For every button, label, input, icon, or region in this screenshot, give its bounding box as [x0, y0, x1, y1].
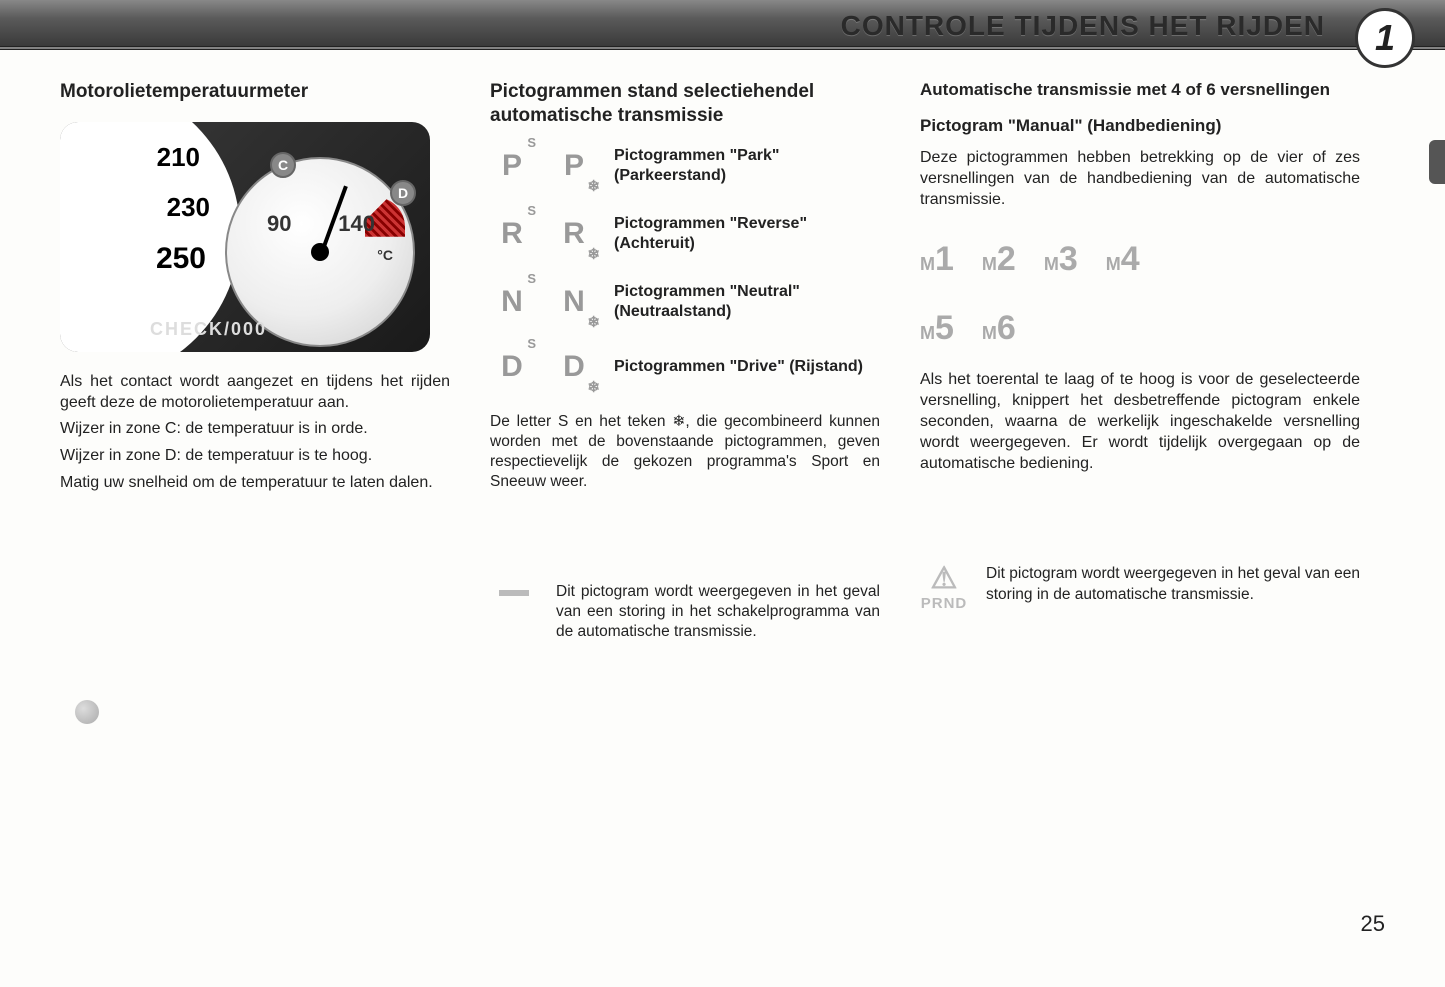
oil-temp-title: Motorolietemperatuurmeter [60, 80, 450, 104]
sport-snow-note: De letter S en het teken ❄, die gecombin… [490, 412, 880, 493]
gear-label: M3 [1044, 240, 1078, 279]
oil-temp-gauge: 210 230 250 90 140 °C C D CHECK/000 [60, 122, 430, 352]
page-content: Motorolietemperatuurmeter 210 230 250 90… [0, 50, 1445, 662]
column-manual-gears: Automatische transmissie met 4 of 6 vers… [920, 80, 1360, 642]
side-tab [1429, 140, 1445, 184]
picto-letter: SD [490, 350, 534, 384]
picto-letter: P❄ [552, 149, 596, 183]
gauge-num: 250 [156, 242, 206, 276]
oil-temp-para: Wijzer in zone D: de temperatuur is te h… [60, 446, 450, 467]
pictogram-row: SN N❄ Pictogrammen "Neutral"(Neutraalstand… [490, 282, 880, 322]
binder-hole-icon [75, 700, 99, 724]
auto-trans-title: Automatische transmissie met 4 of 6 vers… [920, 80, 1360, 100]
gauge-center [311, 243, 329, 261]
pictogram-row: SR R❄ Pictogrammen "Reverse"(Achteruit) [490, 214, 880, 254]
picto-letter: SP [490, 149, 534, 183]
gears-row: M5 M6 [920, 309, 1360, 348]
gear-label: M6 [982, 309, 1016, 348]
pictogram-row: SP P❄ Pictogrammen "Park"(Parkeerstand) [490, 146, 880, 186]
header-title: CONTROLE TIJDENS HET RIJDEN [841, 10, 1325, 42]
picto-desc: Pictogrammen "Reverse"(Achteruit) [614, 214, 807, 254]
oil-temp-para: Matig uw snelheid om de temperatuur te l… [60, 473, 450, 494]
gear-label: M4 [1106, 240, 1140, 279]
gear-label: M1 [920, 240, 954, 279]
column-selector-pictograms: Pictogrammen stand selectiehendel automa… [490, 80, 880, 642]
sport-suffix: S [527, 336, 536, 351]
rpm-note: Als het toerental te laag of te hoog is … [920, 370, 1360, 474]
snow-suffix-icon: ❄ [587, 245, 600, 263]
picto-letter: D❄ [552, 350, 596, 384]
gauge-num: 230 [167, 192, 210, 223]
sport-suffix: S [527, 271, 536, 286]
gauge-num: 90 [267, 211, 291, 237]
picto-desc: Pictogrammen "Park"(Parkeerstand) [614, 146, 779, 186]
gears-row: M1 M2 M3 M4 [920, 240, 1360, 279]
snow-suffix-icon: ❄ [587, 378, 600, 396]
gauge-num: 140 [338, 211, 375, 237]
manual-pictogram-title: Pictogram "Manual" (Handbediening) [920, 116, 1360, 136]
fault-note-text: Dit pictogram wordt weergegeven in het g… [556, 582, 880, 642]
picto-letter: SR [490, 217, 534, 251]
picto-desc: Pictogrammen "Drive" (Rijstand) [614, 357, 863, 377]
check-label: CHECK/000 [150, 319, 267, 340]
selector-title: Pictogrammen stand selectiehendel automa… [490, 80, 880, 128]
zone-c-icon: C [270, 152, 296, 178]
snow-suffix-icon: ❄ [587, 177, 600, 195]
warning-prnd-icon: ⚠ PRND [920, 564, 968, 614]
pictogram-row: SD D❄ Pictogrammen "Drive" (Rijstand) [490, 350, 880, 384]
column-oil-temp: Motorolietemperatuurmeter 210 230 250 90… [60, 80, 450, 642]
oil-temp-para: Wijzer in zone C: de temperatuur is in o… [60, 419, 450, 440]
chapter-number-badge: 1 [1355, 8, 1415, 68]
picto-letter: R❄ [552, 217, 596, 251]
gauge-unit: °C [377, 247, 393, 263]
picto-desc: Pictogrammen "Neutral"(Neutraalstand) [614, 282, 800, 322]
gear-label: M2 [982, 240, 1016, 279]
gear-label: M5 [920, 309, 954, 348]
dash-icon [490, 582, 538, 604]
snow-suffix-icon: ❄ [587, 313, 600, 331]
warning-triangle-icon: ⚠ [920, 564, 968, 594]
prnd-label: PRND [920, 594, 968, 614]
zone-d-icon: D [390, 180, 416, 206]
manual-intro: Deze pictogrammen hebben betrekking op d… [920, 148, 1360, 210]
gauge-outer-dial: 210 230 250 [60, 122, 240, 352]
fault-note-prnd: ⚠ PRND Dit pictogram wordt weergegeven i… [920, 564, 1360, 614]
gauge-num: 210 [157, 142, 200, 173]
pictogram-list: SP P❄ Pictogrammen "Park"(Parkeerstand) SR R… [490, 146, 880, 384]
fault-note-dash: Dit pictogram wordt weergegeven in het g… [490, 582, 880, 642]
fault-note-text: Dit pictogram wordt weergegeven in het g… [986, 564, 1360, 604]
picto-letter: N❄ [552, 285, 596, 319]
sport-suffix: S [527, 135, 536, 150]
sport-suffix: S [527, 203, 536, 218]
oil-temp-para: Als het contact wordt aangezet en tijden… [60, 372, 450, 414]
page-number: 25 [1361, 911, 1385, 937]
header-bar: CONTROLE TIJDENS HET RIJDEN 1 [0, 0, 1445, 50]
picto-letter: SN [490, 285, 534, 319]
